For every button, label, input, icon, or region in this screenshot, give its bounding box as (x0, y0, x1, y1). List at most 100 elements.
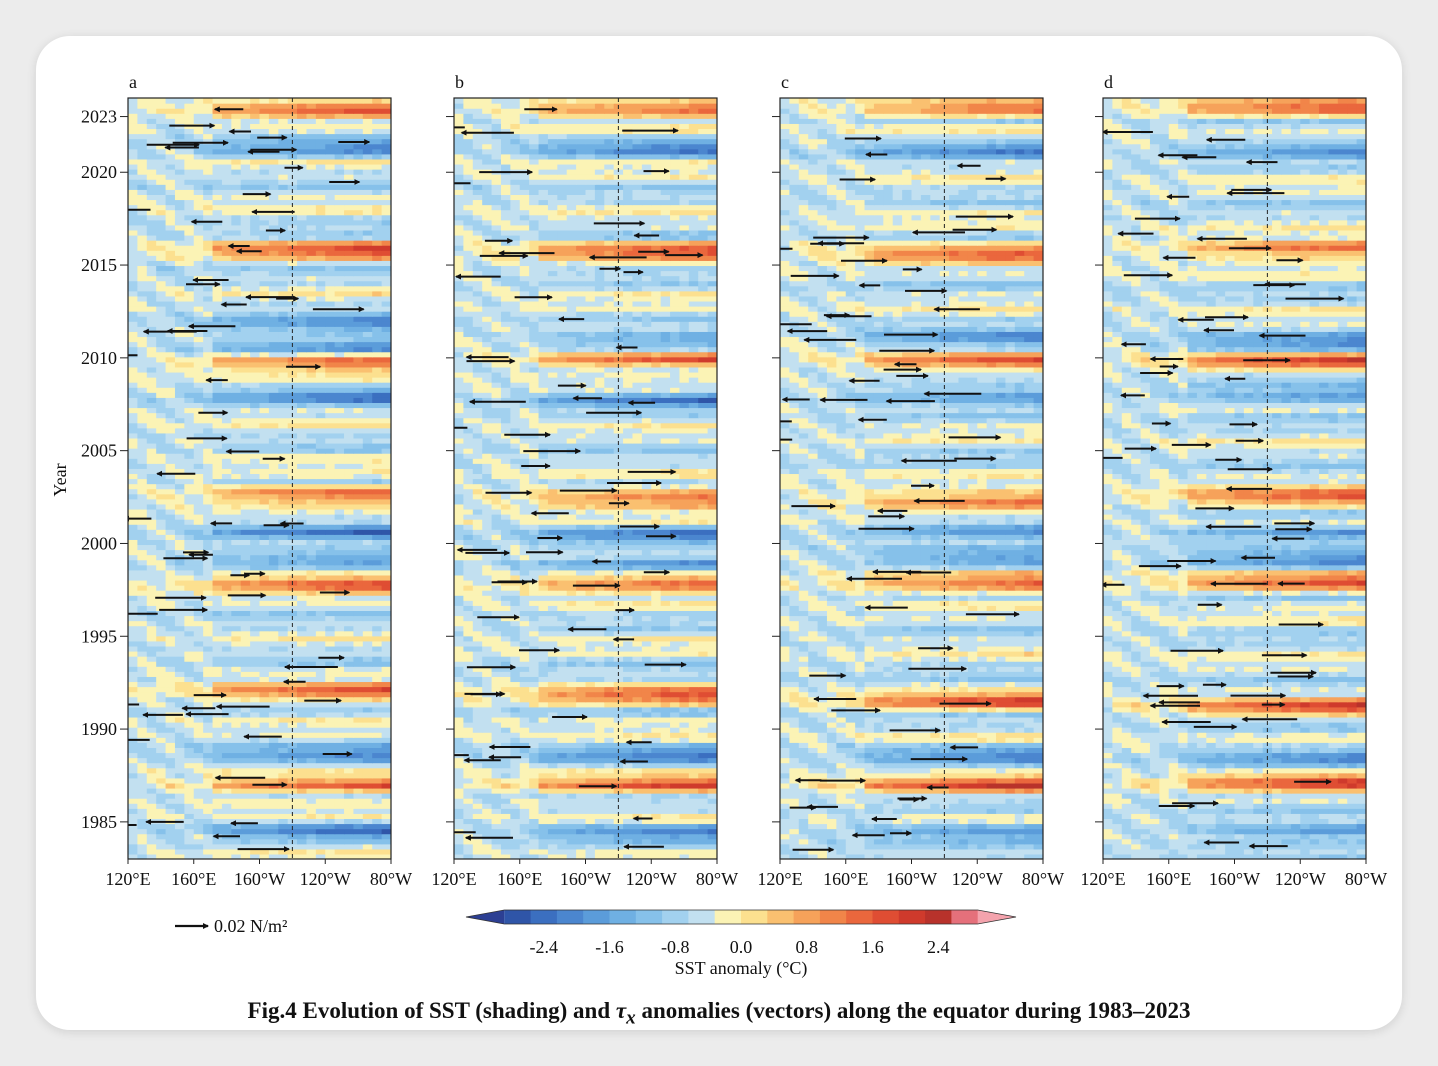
heatmap-cell (221, 361, 232, 368)
heatmap-cell (325, 336, 336, 343)
heatmap-cell (165, 316, 176, 322)
heatmap-cell (193, 676, 204, 683)
heatmap-cell (231, 103, 242, 109)
heatmap-cell (259, 437, 270, 444)
heatmap-cell (306, 823, 317, 830)
heatmap-cell (165, 463, 176, 469)
heatmap-cell (240, 650, 251, 657)
heatmap-cell (344, 189, 355, 195)
heatmap-cell (146, 174, 157, 180)
heatmap-cell (212, 417, 223, 424)
heatmap-cell (306, 336, 317, 343)
heatmap-cell (306, 539, 317, 546)
heatmap-cell (306, 747, 317, 754)
heatmap-cell (268, 290, 279, 297)
heatmap-cell (278, 199, 289, 206)
heatmap-cell (651, 803, 662, 809)
heatmap-cell (165, 427, 176, 434)
heatmap-cell (287, 351, 298, 358)
heatmap-cell (315, 234, 326, 241)
heatmap-cell (137, 260, 148, 267)
heatmap-cell (156, 321, 167, 327)
heatmap-cell (137, 240, 148, 246)
heatmap-cell (250, 808, 261, 814)
heatmap-cell (174, 762, 185, 769)
heatmap-cell (259, 351, 270, 358)
heatmap-cell (381, 275, 391, 282)
heatmap-cell (184, 691, 195, 698)
heatmap-cell (156, 549, 167, 556)
heatmap-cell (240, 579, 251, 586)
heatmap-cell (325, 848, 336, 855)
heatmap-cell (221, 529, 232, 535)
heatmap-cell (268, 128, 279, 135)
heatmap-cell (547, 757, 558, 764)
heatmap-cell (344, 331, 355, 338)
heatmap-cell (381, 407, 391, 414)
heatmap-cell (500, 752, 511, 759)
heatmap-cell (250, 569, 261, 576)
heatmap-cell (325, 234, 336, 241)
heatmap-cell (240, 483, 251, 490)
heatmap-cell (381, 640, 391, 647)
heatmap-cell (259, 600, 270, 606)
heatmap-cell (344, 823, 355, 830)
heatmap-cell (688, 848, 699, 855)
heatmap-cell (221, 818, 232, 825)
heatmap-cell (362, 143, 373, 150)
heatmap-cell (193, 539, 204, 546)
heatmap-cell (128, 229, 138, 236)
heatmap-cell (287, 275, 298, 282)
heatmap-cell (221, 798, 232, 804)
heatmap-cell (594, 843, 605, 850)
heatmap-cell (707, 767, 717, 774)
heatmap-cell (315, 508, 326, 515)
heatmap-cell (372, 691, 383, 698)
heatmap-cell (165, 701, 176, 708)
heatmap-cell (306, 397, 317, 403)
heatmap-cell (193, 803, 204, 809)
heatmap-cell (146, 123, 157, 130)
heatmap-cell (344, 473, 355, 480)
heatmap-cell (231, 853, 242, 859)
heatmap-cell (325, 260, 336, 267)
heatmap-cell (278, 762, 289, 769)
heatmap-cell (165, 346, 176, 353)
heatmap-cell (306, 306, 317, 312)
heatmap-cell (353, 468, 364, 475)
heatmap-cell (250, 853, 261, 859)
heatmap-cell (278, 356, 289, 363)
heatmap-cell (287, 843, 298, 850)
heatmap-cell (594, 757, 605, 764)
heatmap-cell (632, 742, 643, 748)
heatmap-cell (306, 432, 317, 439)
heatmap-cell (325, 321, 336, 327)
heatmap-cell (250, 524, 261, 530)
heatmap-cell (547, 853, 558, 859)
heatmap-cell (146, 701, 157, 708)
heatmap-cell (538, 742, 549, 748)
heatmap-cell (660, 843, 671, 850)
heatmap-cell (510, 762, 521, 769)
heatmap-cell (184, 645, 195, 652)
heatmap-cell (268, 782, 279, 789)
heatmap-cell (334, 524, 345, 530)
heatmap-cell (156, 727, 167, 733)
heatmap-cell (146, 128, 157, 135)
heatmap-cell (212, 681, 223, 688)
heatmap-cell (353, 666, 364, 672)
heatmap-cell (184, 143, 195, 150)
heatmap-cell (500, 737, 511, 743)
heatmap-cell (372, 417, 383, 424)
heatmap-cell (174, 798, 185, 804)
heatmap-cell (259, 427, 270, 434)
heatmap-cell (594, 767, 605, 774)
heatmap-cell (156, 742, 167, 748)
heatmap-cell (165, 234, 176, 241)
heatmap-cell (325, 229, 336, 236)
heatmap-cell (146, 529, 157, 535)
heatmap-cell (156, 666, 167, 672)
heatmap-cell (231, 813, 242, 820)
heatmap-cell (221, 757, 232, 764)
heatmap-cell (212, 442, 223, 449)
